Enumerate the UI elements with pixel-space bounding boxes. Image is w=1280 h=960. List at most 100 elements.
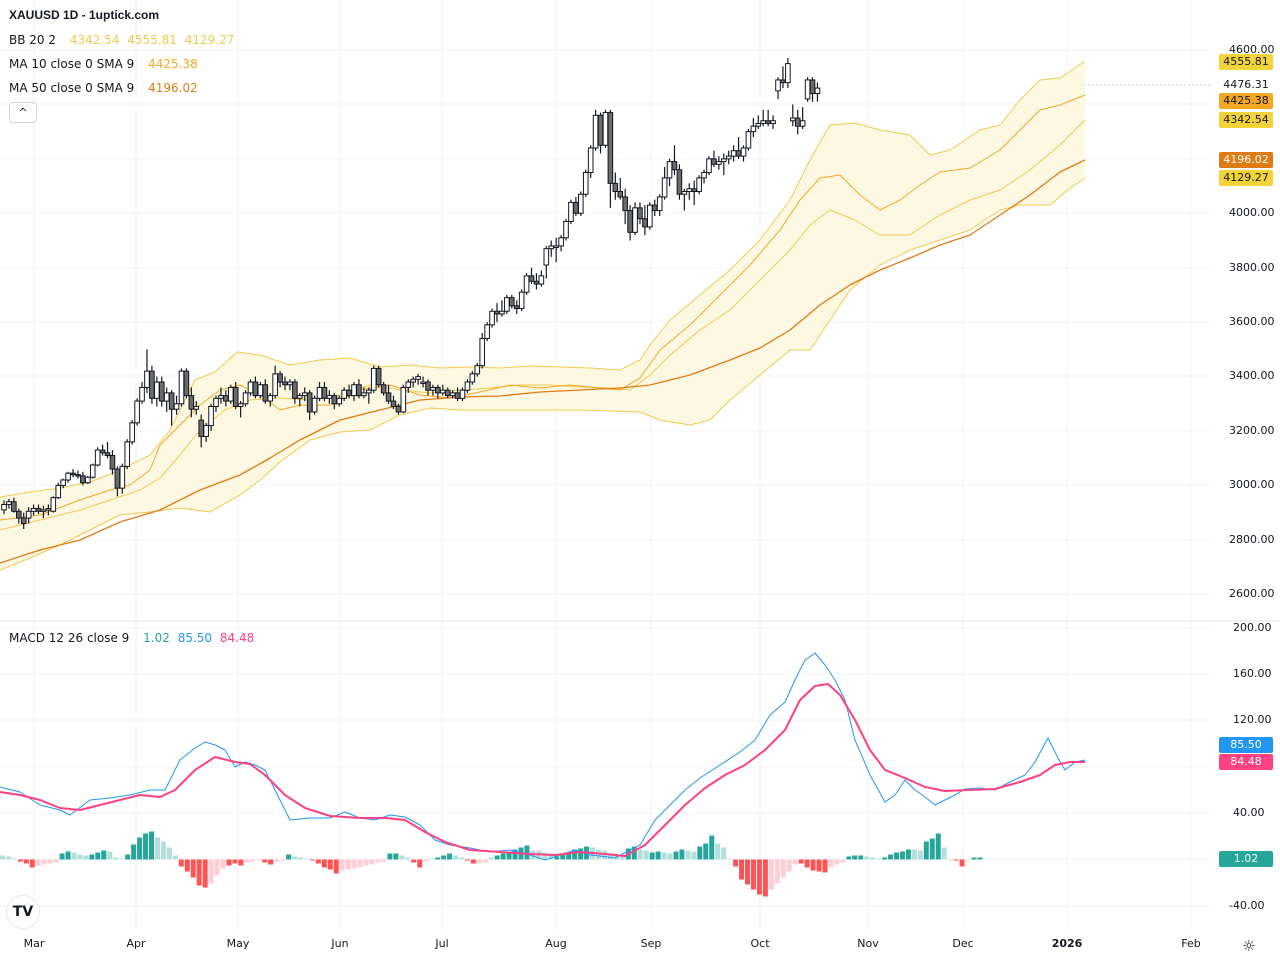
candle	[740, 145, 747, 162]
candle	[637, 202, 643, 225]
candle	[257, 382, 264, 399]
macd-hist-bar	[89, 854, 95, 860]
macd-hist-bar	[822, 859, 828, 873]
price-tag: 4129.27	[1219, 170, 1273, 186]
macd-hist-bar	[888, 854, 894, 860]
candle	[809, 77, 816, 102]
macd-hist-bar	[792, 859, 798, 865]
macd-hist-bar	[41, 859, 47, 865]
candle	[785, 58, 791, 89]
macd-hist-bar	[619, 856, 625, 860]
macd-hist-bar	[280, 859, 286, 861]
time-label: Dec	[952, 937, 974, 950]
macd-hist-bar	[464, 859, 470, 861]
candle	[735, 137, 742, 159]
macd-hist-bar	[160, 841, 166, 860]
time-label: Aug	[545, 937, 567, 950]
time-label: Jul	[435, 937, 449, 950]
candle	[489, 308, 495, 328]
collapse-legend-button[interactable]: ^	[9, 102, 37, 123]
candle	[612, 172, 619, 200]
macd-hist-bar	[691, 851, 697, 860]
macd-hist-bar	[375, 859, 381, 863]
macd-hist-bar	[184, 859, 190, 872]
candle	[50, 496, 57, 513]
settings-gear-icon[interactable]: ☼	[1242, 937, 1256, 955]
candle	[65, 471, 71, 483]
macd-hist-bar	[780, 859, 786, 878]
time-label: Apr	[126, 937, 146, 950]
macd-hist-bar	[303, 858, 309, 860]
macd-hist-bar	[649, 852, 655, 860]
candle	[745, 128, 752, 151]
macd-hist-bar	[5, 856, 11, 860]
macd-tick: -40.00	[1229, 899, 1265, 912]
candle	[25, 507, 32, 524]
macd-hist-bar	[208, 859, 214, 884]
candle	[528, 267, 535, 285]
chart-title: XAUUSD 1D - 1uptick.com	[9, 8, 160, 22]
macd-hist-bar	[95, 852, 101, 860]
macd-hist-bar	[113, 857, 119, 860]
macd-tag: 85.50	[1219, 737, 1273, 753]
macd-hist-bar	[488, 857, 494, 860]
candle	[543, 245, 550, 279]
macd-hist-bar	[733, 859, 739, 867]
candle	[193, 401, 200, 415]
macd-hist-bar	[667, 853, 673, 860]
macd-hist-bar	[441, 855, 447, 860]
candle	[336, 395, 343, 407]
candle	[504, 294, 510, 314]
macd-hist-bar	[715, 843, 721, 860]
candle	[366, 387, 372, 404]
macd-hist-bar	[333, 859, 339, 874]
time-label: Jun	[331, 937, 349, 950]
candle	[85, 475, 91, 485]
macd-hist-bar	[458, 857, 464, 860]
macd-hist-bar	[381, 859, 387, 862]
candle	[647, 202, 653, 230]
candle	[380, 382, 387, 396]
candle	[89, 463, 96, 479]
legend-ma10[interactable]: MA 10 close 0 SMA 9 4425.38	[9, 57, 202, 71]
candle	[188, 387, 195, 418]
candle	[592, 109, 599, 151]
candle	[622, 188, 628, 225]
macd-tick: 120.00	[1233, 713, 1272, 726]
macd-hist-bar	[941, 847, 947, 860]
candle	[75, 470, 81, 479]
macd-hist-bar	[435, 857, 441, 860]
legend-macd[interactable]: MACD 12 26 close 9 1.02 85.50 84.48	[9, 631, 258, 645]
macd-hist-bar	[798, 859, 804, 864]
macd-hist-bar	[417, 859, 423, 868]
macd-hist-bar	[697, 846, 703, 860]
time-label: Mar	[23, 937, 45, 950]
candle	[499, 300, 505, 317]
candle	[775, 77, 781, 99]
candle	[711, 150, 717, 168]
candle	[548, 240, 555, 257]
macd-signal-value: 84.48	[219, 631, 255, 645]
candle	[602, 109, 609, 148]
candle	[183, 368, 190, 399]
candle	[55, 482, 62, 500]
legend-bb[interactable]: BB 20 2 4342.54 4555.81 4129.27	[9, 33, 238, 47]
macd-tick: 40.00	[1233, 806, 1265, 819]
candle	[129, 420, 135, 445]
macd-hist-bar	[262, 859, 268, 863]
macd-hist-bar	[149, 831, 154, 860]
candle	[691, 180, 698, 206]
legend-ma50[interactable]: MA 50 close 0 SMA 9 4196.02	[9, 81, 202, 95]
macd-hist-bar	[286, 854, 292, 860]
macd-hist-bar	[71, 852, 77, 860]
price-tick: 3600.00	[1229, 315, 1275, 328]
price-tick: 3000.00	[1229, 478, 1275, 491]
macd-hist-bar	[399, 855, 405, 860]
macd-hist-bar	[470, 859, 476, 864]
candle	[720, 153, 727, 176]
tradingview-logo[interactable]: TV	[6, 895, 40, 929]
macd-hist-bar	[35, 859, 41, 866]
macd-tick: 200.00	[1233, 621, 1272, 634]
time-label: Feb	[1181, 937, 1201, 950]
